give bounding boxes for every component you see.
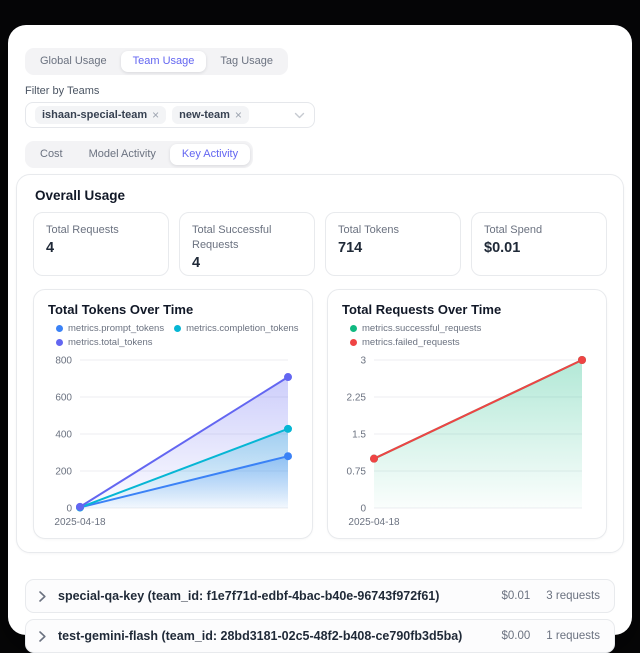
stat-card-total-spend: Total Spend $0.01 bbox=[471, 212, 607, 276]
stat-card-total-requests: Total Requests 4 bbox=[33, 212, 169, 276]
key-requests: 1 requests bbox=[546, 630, 600, 642]
legend-item: metrics.completion_tokens bbox=[174, 323, 299, 334]
svg-text:0: 0 bbox=[66, 504, 72, 515]
svg-text:600: 600 bbox=[55, 393, 72, 404]
svg-text:800: 800 bbox=[55, 356, 72, 367]
legend-item: metrics.failed_requests bbox=[350, 337, 594, 348]
filter-by-teams-label: Filter by Teams bbox=[25, 85, 100, 97]
legend-item: metrics.successful_requests bbox=[350, 323, 594, 334]
stat-label: Total Spend bbox=[484, 224, 543, 236]
team-chip-label: ishaan-special-team bbox=[42, 109, 148, 121]
overall-usage-card: Overall Usage Total Requests 4 Total Suc… bbox=[16, 174, 624, 553]
dashboard-panel: Global Usage Team Usage Tag Usage Filter… bbox=[8, 25, 632, 653]
team-chip: ishaan-special-team × bbox=[35, 106, 167, 124]
tab-key-activity[interactable]: Key Activity bbox=[169, 144, 251, 165]
legend-item: metrics.prompt_tokens bbox=[56, 323, 164, 334]
overall-usage-title: Overall Usage bbox=[35, 188, 126, 203]
key-requests: 3 requests bbox=[546, 590, 600, 602]
chevron-right-icon bbox=[39, 630, 46, 642]
chart-title: Total Requests Over Time bbox=[342, 302, 502, 317]
stat-label: Total Requests bbox=[46, 224, 119, 236]
key-name: special-qa-key (team_id: f1e7f71d-edbf-4… bbox=[58, 589, 440, 603]
key-meta: $0.00 1 requests bbox=[502, 630, 600, 642]
chart-title: Total Tokens Over Time bbox=[48, 302, 194, 317]
key-row-test-gemini-flash[interactable]: test-gemini-flash (team_id: 28bd3181-02c… bbox=[25, 619, 615, 653]
svg-text:0: 0 bbox=[360, 504, 366, 515]
requests-over-time-chart: 0 0.75 1.5 2.25 3 2025-04-18 bbox=[347, 356, 586, 528]
key-spend: $0.00 bbox=[501, 630, 531, 642]
stat-value: $0.01 bbox=[484, 239, 521, 256]
tab-model-activity[interactable]: Model Activity bbox=[77, 144, 168, 165]
legend-dot-icon bbox=[56, 339, 63, 346]
stat-label: Total Successful Requests bbox=[192, 224, 272, 251]
svg-text:2025-04-18: 2025-04-18 bbox=[54, 517, 106, 528]
stats-grid: Total Requests 4 Total Successful Reques… bbox=[33, 212, 607, 276]
key-meta: $0.01 3 requests bbox=[502, 590, 600, 602]
tab-cost[interactable]: Cost bbox=[28, 144, 75, 165]
svg-text:0.75: 0.75 bbox=[347, 467, 367, 478]
key-name: test-gemini-flash (team_id: 28bd3181-02c… bbox=[58, 629, 463, 643]
chart-legend: metrics.prompt_tokens metrics.completion_… bbox=[46, 323, 300, 348]
key-row-special-qa-key[interactable]: special-qa-key (team_id: f1e7f71d-edbf-4… bbox=[25, 579, 615, 613]
legend-dot-icon bbox=[350, 325, 357, 332]
chart-legend: metrics.successful_requests metrics.faile… bbox=[340, 323, 594, 348]
stat-card-total-successful-requests: Total Successful Requests 4 bbox=[179, 212, 315, 276]
tab-team-usage[interactable]: Team Usage bbox=[120, 51, 207, 72]
chevron-right-icon bbox=[39, 590, 46, 602]
key-rows-list: special-qa-key (team_id: f1e7f71d-edbf-4… bbox=[25, 579, 615, 653]
stat-value: 714 bbox=[338, 239, 363, 256]
team-filter-select[interactable]: ishaan-special-team × new-team × bbox=[25, 102, 315, 128]
team-chip: new-team × bbox=[172, 106, 249, 124]
legend-dot-icon bbox=[350, 339, 357, 346]
tab-tag-usage[interactable]: Tag Usage bbox=[208, 51, 285, 72]
usage-tabs: Global Usage Team Usage Tag Usage bbox=[25, 48, 289, 75]
svg-text:200: 200 bbox=[55, 467, 72, 478]
legend-dot-icon bbox=[56, 325, 63, 332]
stat-value: 4 bbox=[192, 254, 201, 271]
tokens-over-time-chart: 0 200 400 600 800 2025-04-18 bbox=[54, 356, 292, 528]
legend-dot-icon bbox=[174, 325, 182, 332]
stat-card-total-tokens: Total Tokens 714 bbox=[325, 212, 461, 276]
activity-tabs: Cost Model Activity Key Activity bbox=[25, 141, 254, 168]
chevron-down-icon[interactable] bbox=[294, 112, 305, 119]
tab-global-usage[interactable]: Global Usage bbox=[28, 51, 119, 72]
svg-text:3: 3 bbox=[360, 356, 366, 367]
stat-value: 4 bbox=[46, 239, 55, 256]
key-spend: $0.01 bbox=[501, 590, 531, 602]
remove-team-icon[interactable]: × bbox=[234, 108, 242, 122]
team-chip-label: new-team bbox=[179, 109, 230, 121]
legend-item: metrics.total_tokens bbox=[56, 337, 152, 348]
svg-text:1.5: 1.5 bbox=[352, 430, 366, 441]
stat-label: Total Tokens bbox=[338, 224, 399, 236]
requests-over-time-card: Total Requests Over Time metrics.success… bbox=[327, 289, 607, 539]
remove-team-icon[interactable]: × bbox=[152, 108, 160, 122]
charts-grid: Total Tokens Over Time metrics.prompt_to… bbox=[33, 289, 607, 539]
svg-text:2025-04-18: 2025-04-18 bbox=[348, 517, 400, 528]
svg-text:400: 400 bbox=[55, 430, 72, 441]
svg-text:2.25: 2.25 bbox=[347, 393, 367, 404]
tokens-over-time-card: Total Tokens Over Time metrics.prompt_to… bbox=[33, 289, 313, 539]
